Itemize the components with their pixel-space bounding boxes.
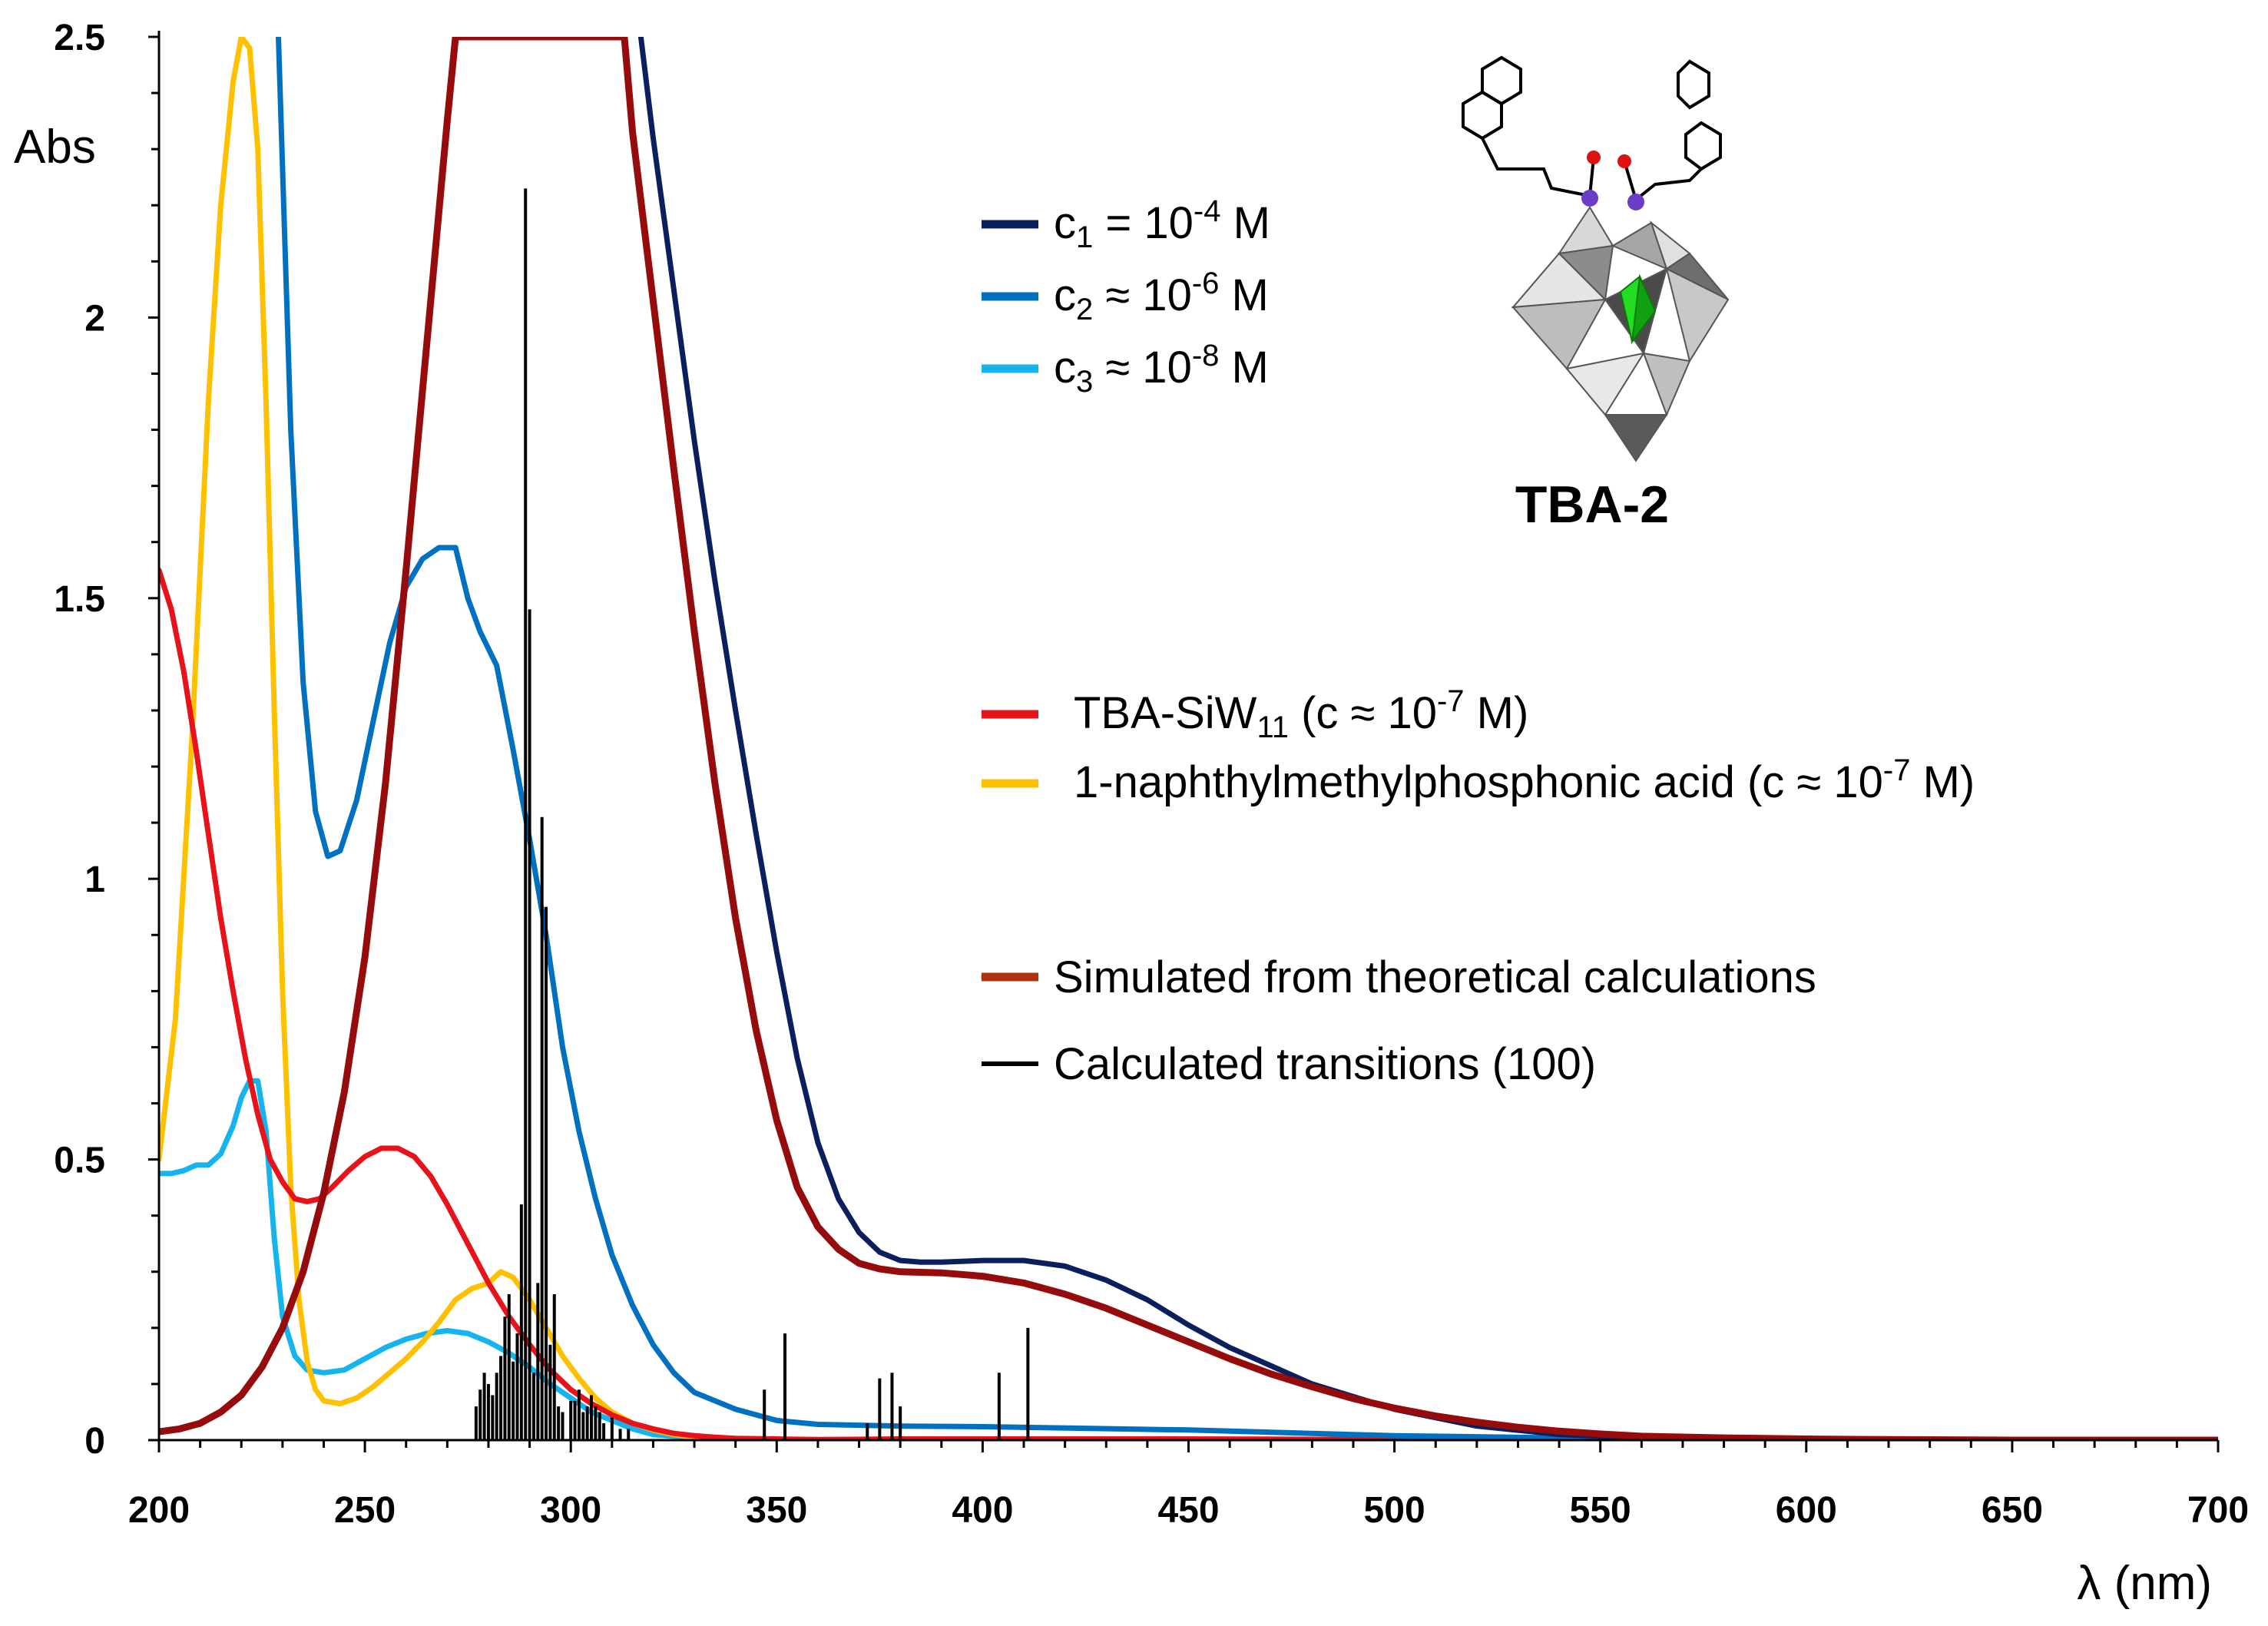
series-line-c1 (637, 37, 2218, 1440)
y-tick-label: 1.5 (54, 579, 105, 620)
x-axis-title: λ (nm) (2077, 1557, 2212, 1610)
x-tick-label: 650 (1982, 1490, 2043, 1531)
series-line-c3 (159, 1078, 2218, 1440)
axes-layer: 0 0.5 1 1.5 2 2.5 200 250 300 350 400 450 500 550 600 6… (14, 18, 2249, 1610)
legend-item-c2: c2 ≈ 10-6 M (1054, 267, 1269, 326)
curves-layer (159, 37, 2218, 1440)
y-tick-label: 2 (84, 298, 105, 339)
x-tick-label: 450 (1157, 1490, 1219, 1531)
x-tick-label: 250 (334, 1490, 396, 1531)
y-axis-title: Abs (14, 121, 96, 174)
x-tick-label: 400 (952, 1490, 1013, 1531)
legend-item-c3: c3 ≈ 10-8 M (1054, 339, 1269, 399)
naphthyl-right-icon (1634, 59, 1722, 201)
legend-item-naphthyl: 1-naphthylmethylphosphonic acid (c ≈ 10-… (1074, 753, 1975, 807)
x-tick-label: 700 (2187, 1490, 2249, 1531)
y-tick-label: 0.5 (54, 1141, 105, 1181)
transitions-layer (474, 188, 1030, 1440)
naphthyl-left-icon (1462, 55, 1591, 197)
x-tick-label: 300 (540, 1490, 601, 1531)
legend-item-c1: c1 = 10-4 M (1054, 194, 1270, 254)
legend: c1 = 10-4 M c2 ≈ 10-6 M c3 ≈ 10-8 M TBA-SiW… (982, 194, 1975, 1089)
legend-item-simulated_legend: Simulated from theoretical calculations (1054, 952, 1816, 1002)
phosphonate-groups (1581, 151, 1644, 210)
y-tick-label: 2.5 (54, 18, 105, 58)
legend-item-transitions: Calculated transitions (100) (1054, 1039, 1596, 1089)
polyoxometalate-cluster (1511, 206, 1730, 462)
tba2-structure-illustration: TBA-2 (1462, 55, 1730, 534)
x-tick-label: 550 (1570, 1490, 1631, 1531)
structure-label: TBA-2 (1515, 475, 1669, 534)
legend-item-tba_siw11: TBA-SiW11 (c ≈ 10-7 M) (1074, 684, 1528, 744)
y-tick-label: 1 (84, 859, 105, 900)
y-tick-label: 0 (84, 1421, 105, 1462)
series-line-simulated (159, 37, 2218, 1440)
x-tick-label: 500 (1364, 1490, 1425, 1531)
x-tick-label: 200 (128, 1490, 190, 1531)
x-tick-label: 350 (746, 1490, 807, 1531)
x-tick-label: 600 (1776, 1490, 1837, 1531)
